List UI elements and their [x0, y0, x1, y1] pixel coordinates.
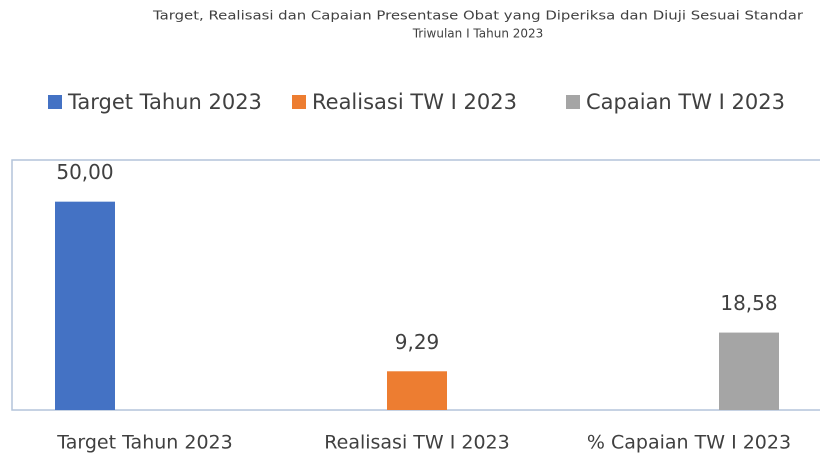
- data-label: 18,58: [720, 291, 777, 315]
- legend-swatch: [48, 95, 62, 109]
- bar: [55, 201, 115, 410]
- legend-label: Realisasi TW I 2023: [312, 90, 517, 114]
- bar: [719, 332, 779, 410]
- chart-title: Triwulan I Tahun 2023: [412, 27, 544, 41]
- legend-label: Target Tahun 2023: [67, 90, 262, 114]
- data-label: 50,00: [56, 160, 113, 184]
- x-tick-label: Target Tahun 2023: [56, 432, 232, 454]
- legend-swatch: [566, 95, 580, 109]
- x-tick-label: % Capaian TW I 2023: [587, 432, 791, 454]
- data-label: 9,29: [395, 330, 440, 354]
- chart-title: Target, Realisasi dan Capaian Presentase…: [152, 9, 803, 23]
- legend-label: Capaian TW I 2023: [586, 90, 785, 114]
- legend-swatch: [292, 95, 306, 109]
- x-tick-label: Realisasi TW I 2023: [324, 432, 509, 454]
- bar: [387, 371, 447, 410]
